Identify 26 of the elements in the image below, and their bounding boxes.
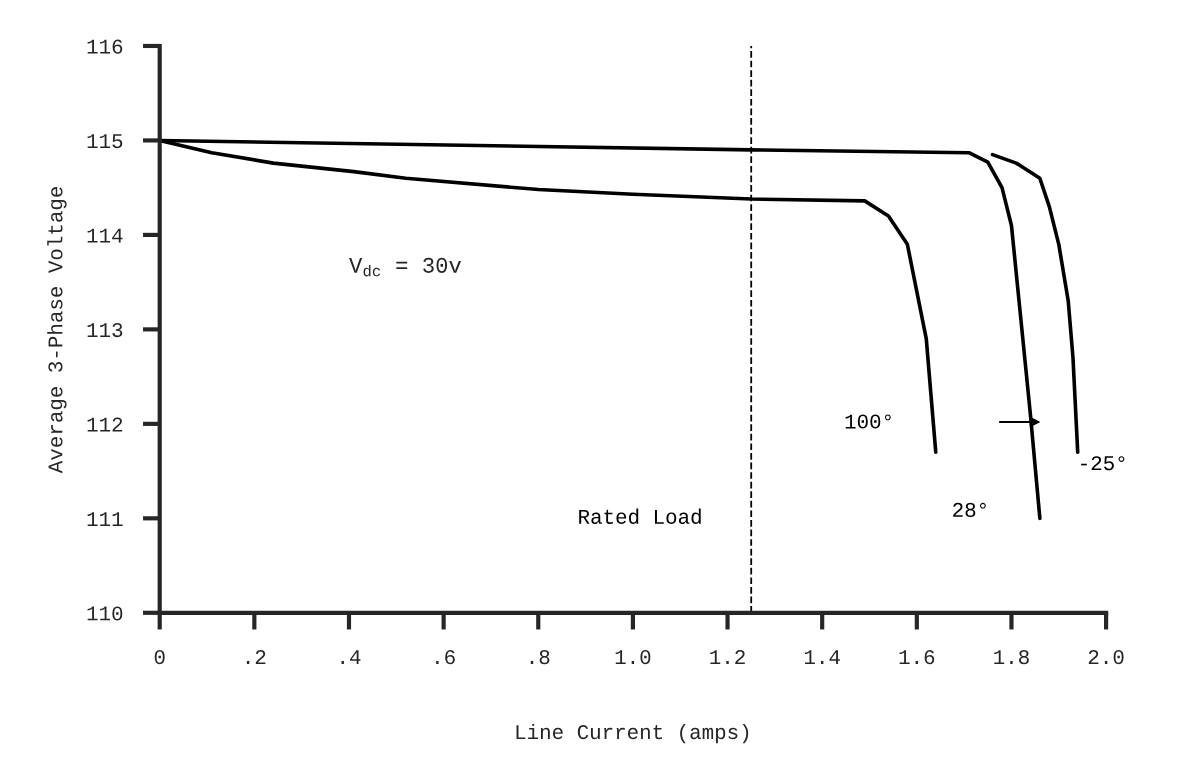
x-tick-label: 1.8 (994, 650, 1029, 665)
x-tick-label: .8 (530, 650, 550, 665)
text: 100° (845, 414, 891, 429)
line-series (990, 152, 1080, 455)
x-tick-label: 2.0 (1088, 650, 1124, 665)
y-tick-label: 114 (87, 228, 123, 243)
y-tick-label: 115 (87, 134, 123, 149)
y-axis-title: Average 3-Phase Voltage (47, 186, 67, 474)
y-tick-label: 110 (87, 606, 123, 621)
series-label: -25° (1081, 456, 1125, 471)
x-tick-label: .6 (436, 650, 455, 665)
x-tick-label: .2 (246, 650, 266, 665)
x-tick-label: 1.2 (710, 650, 745, 665)
y-tick-label: 113 (87, 322, 123, 338)
ref-line-label: Rated Load (579, 508, 701, 524)
y-tick-label: 112 (87, 417, 123, 432)
x-axis-title: Line Current (amps) (516, 723, 749, 744)
x-tick-label: 0 (154, 650, 165, 665)
x-tick-label: 1.4 (804, 650, 840, 665)
y-tick-label: 116 (87, 39, 123, 54)
x-tick-label: 1.6 (899, 650, 935, 665)
text: 28° (953, 502, 986, 517)
x-tick-label: 1.0 (615, 650, 651, 665)
y-tick-label: 111 (87, 512, 123, 526)
annotation: V$_{dc}$ = 30v (349, 257, 462, 277)
x-tick-label: .4 (341, 650, 361, 665)
